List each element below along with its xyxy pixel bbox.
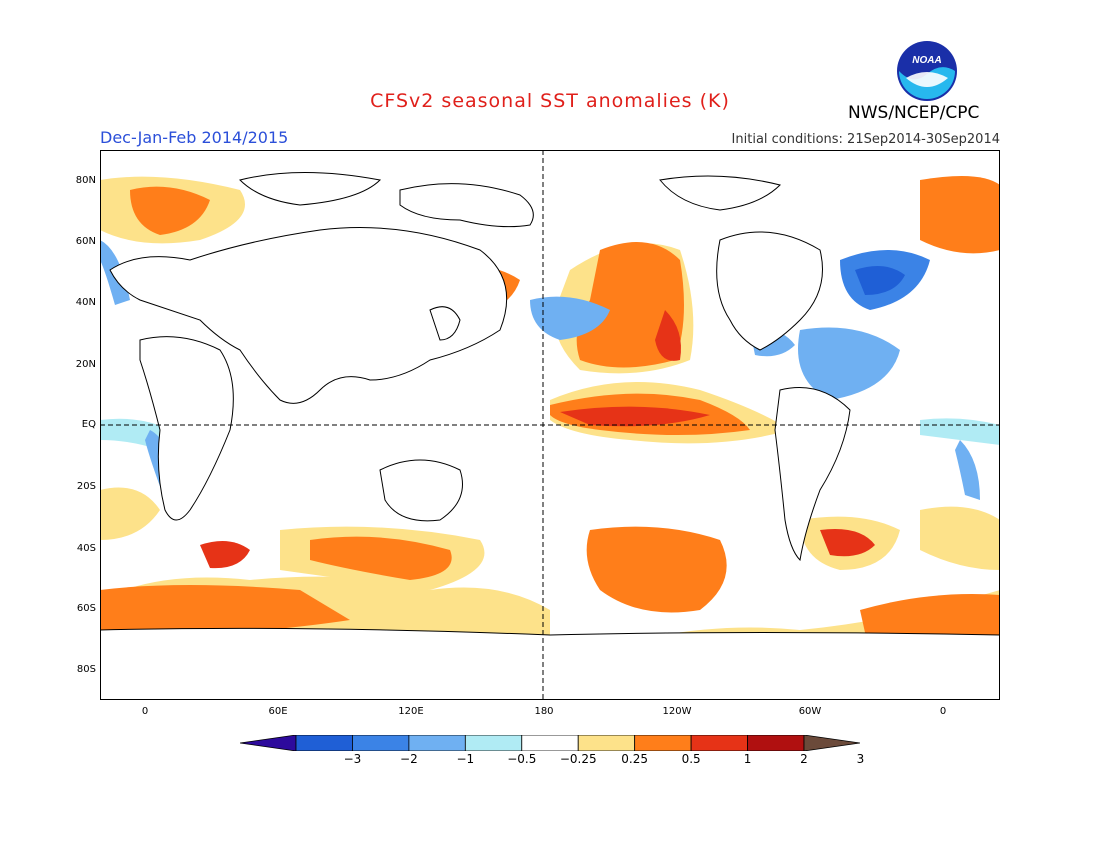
logo-text: NOAA: [912, 55, 941, 66]
lon-label-60w: 60W: [798, 706, 822, 717]
colorbar-box: [747, 735, 805, 751]
colorbar-tick-label: −0.5: [507, 752, 537, 766]
lat-label-80s: 80S: [76, 664, 96, 675]
lon-label-0-east: 0: [939, 706, 947, 717]
map-canvas: [100, 150, 1000, 700]
colorbar-box: [577, 735, 636, 751]
colorbar-box: [634, 735, 692, 751]
lon-label-120e: 120E: [398, 706, 424, 717]
colorbar-arrow-low: [240, 735, 297, 751]
lon-label-120w: 120W: [662, 706, 692, 717]
colorbar-box: [295, 735, 353, 751]
continents: [100, 172, 1000, 700]
colorbar-tick-label: −2: [400, 752, 418, 766]
lon-label-0: 0: [141, 706, 149, 717]
lat-label-80n: 80N: [75, 175, 96, 186]
colorbar: [240, 735, 860, 751]
agency-label: NWS/NCEP/CPC: [848, 103, 980, 123]
sst-anomaly-map: [100, 150, 1000, 700]
lat-label-eq: EQ: [81, 419, 96, 430]
colorbar-box: [690, 735, 748, 751]
colorbar-box: [464, 735, 523, 751]
colorbar-tick-label: 3: [856, 752, 865, 766]
colorbar-tick-label: −0.25: [559, 752, 597, 766]
colorbar-arrow-high: [803, 735, 860, 751]
colorbar-box: [521, 735, 579, 751]
colorbar-tick-label: 0.25: [621, 752, 649, 766]
colorbar-tick-label: −3: [343, 752, 362, 766]
colorbar-tick-label: 0.5: [681, 752, 701, 766]
colorbar-box: [408, 735, 466, 751]
colorbar-tick-label: 1: [743, 752, 752, 766]
season-label: Dec-Jan-Feb 2014/2015: [100, 128, 289, 147]
lat-label-40s: 40S: [76, 543, 96, 554]
lat-label-60s: 60S: [76, 603, 96, 614]
initial-conditions-label: Initial conditions: 21Sep2014-30Sep2014: [731, 132, 1000, 147]
lat-label-60n: 60N: [75, 236, 96, 247]
lat-label-20n: 20N: [75, 359, 96, 370]
colorbar-box: [352, 735, 410, 751]
noaa-logo: NOAA: [897, 41, 957, 101]
colorbar-tick-label: −1: [456, 752, 475, 766]
colorbar-tick-label: 2: [800, 752, 808, 766]
lat-label-20s: 20S: [76, 481, 96, 492]
lon-label-180: 180: [534, 706, 554, 717]
chart-title: CFSv2 seasonal SST anomalies (K): [370, 90, 730, 112]
lon-label-60e: 60E: [268, 706, 288, 717]
lat-label-40n: 40N: [75, 297, 96, 308]
